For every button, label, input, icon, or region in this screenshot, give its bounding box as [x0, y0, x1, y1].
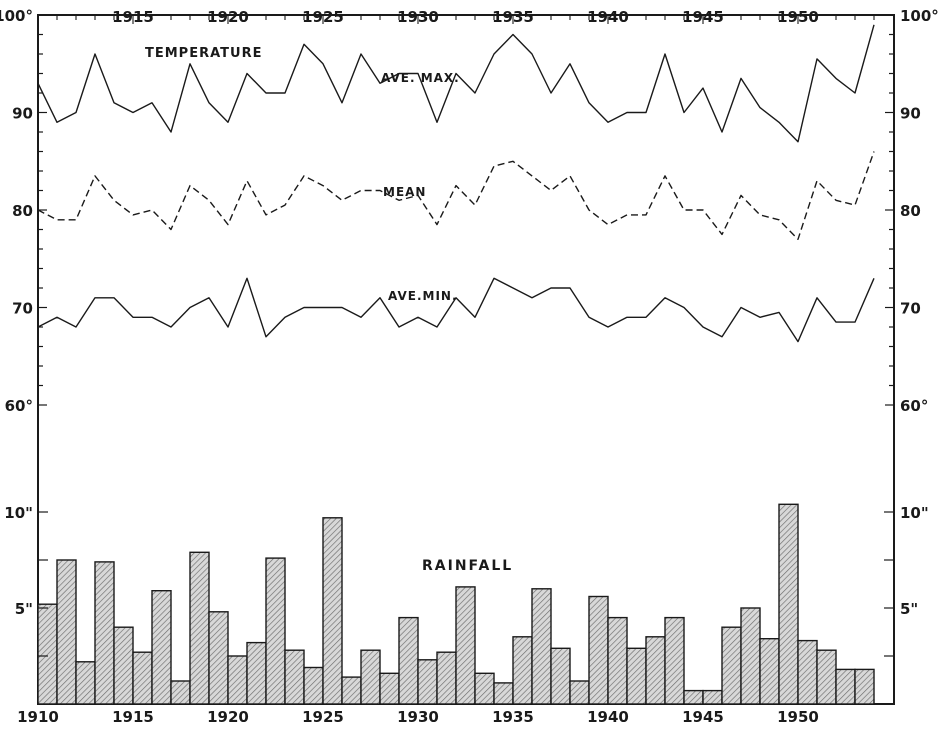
rainfall-bar-1931: [436, 651, 457, 705]
y-label-right-80: 80: [900, 202, 921, 220]
y-label-right-70: 70: [900, 300, 921, 318]
rainfall-bar-1918: [189, 551, 210, 705]
rainfall-bar-1925: [322, 517, 343, 705]
series-line-mean: [37, 151, 875, 241]
x-label-bottom-1915: 1915: [112, 708, 154, 726]
rainfall-bar-1910: [37, 603, 58, 705]
x-label-bottom-1935: 1935: [492, 708, 534, 726]
rainfall-bar-1935: [512, 636, 533, 705]
rainfall-bar-1921: [246, 641, 267, 705]
rainfall-bars: [37, 503, 875, 705]
rainfall-bar-1912: [75, 661, 96, 705]
x-label-top-1920: 1920: [207, 8, 249, 26]
rainfall-bar-1929: [398, 616, 419, 705]
x-label-bottom-1950: 1950: [777, 708, 819, 726]
rainfall-bar-1915: [132, 651, 153, 705]
rain-label-left-10: 10": [4, 504, 33, 522]
x-label-bottom-1920: 1920: [207, 708, 249, 726]
rainfall-bar-1920: [227, 655, 248, 705]
temperature-title: TEMPERATURE: [145, 46, 262, 61]
x-label-bottom-1930: 1930: [397, 708, 439, 726]
rain-label-right-5: 5": [900, 600, 918, 618]
x-label-top-1945: 1945: [682, 8, 724, 26]
rainfall-bar-1952: [835, 668, 856, 705]
series-label-ave-min: AVE.MIN.: [388, 289, 458, 303]
rainfall-bar-1940: [607, 616, 628, 705]
rainfall-bar-1938: [569, 680, 590, 705]
y-label-right-100: 100°: [900, 7, 939, 25]
x-label-top-1950: 1950: [777, 8, 819, 26]
rainfall-bar-1949: [778, 503, 799, 705]
x-label-bottom-1925: 1925: [302, 708, 344, 726]
rainfall-title: RAINFALL: [422, 558, 513, 574]
x-label-bottom-1945: 1945: [682, 708, 724, 726]
series-label-mean: MEAN: [383, 185, 426, 199]
rainfall-bar-1926: [341, 676, 362, 705]
rainfall-bar-1943: [664, 616, 685, 705]
rainfall-bar-1933: [474, 672, 495, 705]
y-label-left-100: 100°: [0, 7, 33, 25]
rainfall-bar-1919: [208, 611, 229, 705]
series-label-ave-max: AVE. MAX.: [381, 71, 460, 85]
series-line-ave-max: [37, 24, 875, 143]
rainfall-bar-1914: [113, 626, 134, 705]
x-label-top-1925: 1925: [302, 8, 344, 26]
y-label-right-90: 90: [900, 105, 921, 123]
x-label-top-1915: 1915: [112, 8, 154, 26]
rainfall-bar-1936: [531, 588, 552, 705]
rainfall-bar-1922: [265, 557, 286, 705]
x-label-bottom-1910: 1910: [17, 708, 59, 726]
rainfall-bar-1948: [759, 638, 780, 705]
rainfall-bar-1944: [683, 689, 704, 705]
x-label-top-1940: 1940: [587, 8, 629, 26]
rainfall-bar-1934: [493, 682, 514, 705]
tick-marks: [38, 14, 894, 704]
x-label-top-1930: 1930: [397, 8, 439, 26]
tick-labels: 1915 1920 1925 1930 1935 1940 1945 1950 1910 1915…: [0, 7, 939, 726]
rainfall-bar-1941: [626, 647, 647, 705]
y-label-left-90: 90: [12, 105, 33, 123]
rainfall-bar-1932: [455, 586, 476, 705]
rainfall-bar-1945: [702, 689, 723, 705]
rainfall-bar-1924: [303, 666, 324, 705]
rainfall-bar-1928: [379, 672, 400, 705]
rainfall-bar-1913: [94, 561, 115, 705]
rainfall-bar-1911: [56, 559, 77, 705]
x-label-bottom-1940: 1940: [587, 708, 629, 726]
rainfall-bar-1916: [151, 590, 172, 705]
rain-label-right-10: 10": [900, 504, 929, 522]
y-label-left-70: 70: [12, 300, 33, 318]
rainfall-bar-1947: [740, 607, 761, 705]
y-label-left-80: 80: [12, 202, 33, 220]
rainfall-bar-1937: [550, 647, 571, 705]
rainfall-bar-1917: [170, 680, 191, 705]
y-label-left-60: 60°: [5, 397, 33, 415]
y-label-right-60: 60°: [900, 397, 928, 415]
rain-label-left-5: 5": [15, 600, 33, 618]
rainfall-bar-1930: [417, 659, 438, 705]
temperature-lines: [37, 24, 875, 343]
rainfall-bar-1951: [816, 649, 837, 705]
rainfall-bar-1923: [284, 649, 305, 705]
rainfall-bar-1942: [645, 636, 666, 705]
rainfall-bar-1939: [588, 595, 609, 705]
rainfall-bar-1927: [360, 649, 381, 705]
rainfall-bar-1946: [721, 626, 742, 705]
rainfall-bar-1953: [854, 668, 875, 705]
series-line-ave-min: [37, 277, 875, 343]
rainfall-bar-1950: [797, 639, 818, 705]
x-label-top-1935: 1935: [492, 8, 534, 26]
